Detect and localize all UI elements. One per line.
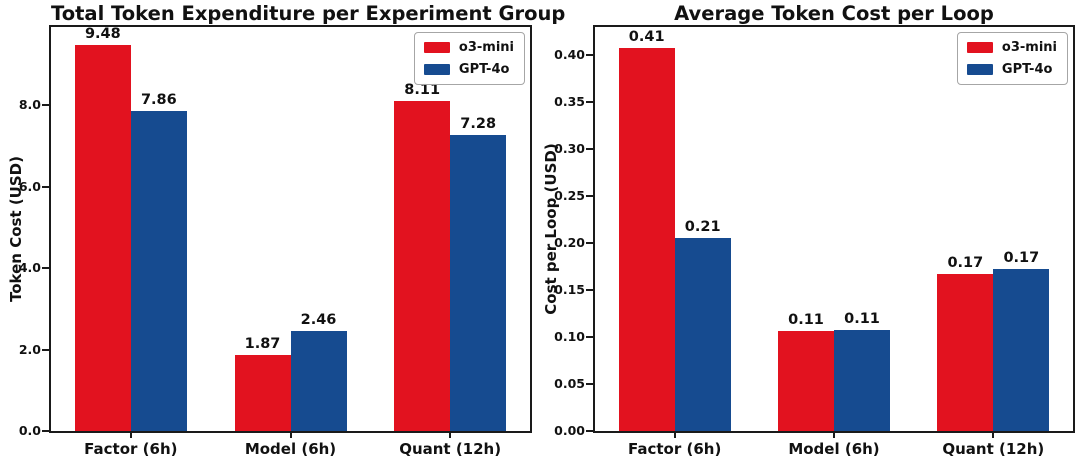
plot-area: o3-mini GPT-4o 0.41 0.21 0.11 0.11 0.17 0.17 <box>593 25 1075 433</box>
bar-value-o3-mini-model-6h: 1.87 <box>244 335 281 352</box>
y-tick-mark <box>586 430 593 432</box>
y-tick-label: 6.0 <box>18 178 41 194</box>
chart-title: Total Token Expenditure per Experiment G… <box>51 2 566 25</box>
y-tick-label: 8.0 <box>18 97 41 113</box>
y-tick-label: 0.40 <box>554 47 585 63</box>
bar-gpt-4o-factor-6h <box>674 238 731 431</box>
y-tick-mark <box>586 148 593 151</box>
y-tick-mark <box>42 104 49 107</box>
bar-gpt-4o-model-6h <box>834 329 890 431</box>
bar-value-o3-mini-factor-6h: 9.48 <box>84 25 121 42</box>
x-tick-mark <box>992 433 995 438</box>
y-tick-label: 0.15 <box>554 282 585 298</box>
y-tick-label: 0.20 <box>554 235 585 251</box>
bar-o3-mini-factor-6h <box>74 44 131 431</box>
y-tick-label: 0.25 <box>554 188 585 204</box>
y-tick-label: 0.0 <box>18 423 41 438</box>
legend: o3-mini GPT-4o <box>413 32 525 85</box>
legend-label-o3-mini: o3-mini <box>458 39 514 55</box>
legend-label-gpt-4o: GPT-4o <box>458 61 510 77</box>
x-tick-mark <box>129 433 132 438</box>
y-tick-label: 0.00 <box>554 423 585 438</box>
bar-value-o3-mini-factor-6h: 0.41 <box>628 28 665 45</box>
y-tick-label: 0.10 <box>554 329 585 345</box>
bar-o3-mini-model-6h <box>778 331 834 431</box>
y-axis-title: Cost per Loop (USD) <box>542 143 560 315</box>
bar-o3-mini-quant-12h <box>394 100 451 431</box>
y-tick-label: 0.35 <box>554 94 585 110</box>
x-tick-mark <box>289 433 292 438</box>
plot-area: o3-mini GPT-4o 9.48 7.86 1.87 2.46 8.11 7.28 <box>49 25 532 433</box>
bar-value-gpt-4o-quant-12h: 0.17 <box>1003 250 1040 267</box>
y-tick-mark <box>586 54 593 57</box>
y-tick-mark <box>42 185 49 188</box>
bar-gpt-4o-quant-12h <box>450 134 507 431</box>
y-tick-label: 0.05 <box>554 376 585 392</box>
bar-gpt-4o-model-6h <box>290 330 347 431</box>
bar-value-gpt-4o-quant-12h: 7.28 <box>460 115 497 132</box>
y-tick-mark <box>42 430 49 432</box>
bar-value-o3-mini-quant-12h: 0.17 <box>947 255 984 272</box>
legend: o3-mini GPT-4o <box>956 32 1068 85</box>
legend-label-gpt-4o: GPT-4o <box>1001 61 1053 77</box>
legend-item-gpt-4o: GPT-4o <box>966 60 1057 78</box>
bar-value-gpt-4o-model-6h: 0.11 <box>844 310 880 327</box>
y-tick-mark <box>42 348 49 351</box>
bar-value-gpt-4o-factor-6h: 0.21 <box>684 219 721 236</box>
y-tick-label: 0.30 <box>554 141 585 157</box>
y-tick-mark <box>586 195 593 198</box>
x-tick-label-quant-12h: Quant (12h) <box>942 440 1045 458</box>
y-tick-label: 2.0 <box>18 341 41 357</box>
bar-value-gpt-4o-model-6h: 2.46 <box>300 311 337 328</box>
legend-label-o3-mini: o3-mini <box>1001 39 1057 55</box>
bar-gpt-4o-factor-6h <box>130 110 187 431</box>
x-tick-mark <box>449 433 452 438</box>
legend-swatch-gpt-4o <box>423 63 450 75</box>
legend-swatch-gpt-4o <box>966 63 993 75</box>
y-tick-mark <box>586 383 593 386</box>
bar-value-o3-mini-quant-12h: 8.11 <box>404 81 441 98</box>
x-tick-label-quant-12h: Quant (12h) <box>399 440 502 458</box>
bar-o3-mini-factor-6h <box>618 47 675 431</box>
y-tick-mark <box>586 289 593 292</box>
y-tick-mark <box>586 336 593 339</box>
legend-swatch-o3-mini <box>966 41 993 53</box>
y-tick-mark <box>586 242 593 245</box>
legend-item-o3-mini: o3-mini <box>966 38 1057 56</box>
legend-swatch-o3-mini <box>423 41 450 53</box>
bar-o3-mini-quant-12h <box>937 274 994 431</box>
chart-title: Average Token Cost per Loop <box>674 2 994 25</box>
x-tick-mark <box>833 433 835 438</box>
x-tick-mark <box>673 433 676 438</box>
bar-value-gpt-4o-factor-6h: 7.86 <box>140 91 177 108</box>
bar-value-o3-mini-model-6h: 0.11 <box>788 312 824 329</box>
y-tick-label: 4.0 <box>18 260 41 276</box>
x-tick-label-model-6h: Model (6h) <box>244 440 337 458</box>
bar-gpt-4o-quant-12h <box>993 269 1050 431</box>
legend-item-gpt-4o: GPT-4o <box>423 60 514 78</box>
x-tick-label-factor-6h: Factor (6h) <box>84 440 178 458</box>
legend-item-o3-mini: o3-mini <box>423 38 514 56</box>
x-tick-label-model-6h: Model (6h) <box>788 440 880 458</box>
y-tick-mark <box>42 267 49 270</box>
x-tick-label-factor-6h: Factor (6h) <box>628 440 722 458</box>
bar-o3-mini-model-6h <box>234 354 291 431</box>
y-tick-mark <box>586 101 593 104</box>
